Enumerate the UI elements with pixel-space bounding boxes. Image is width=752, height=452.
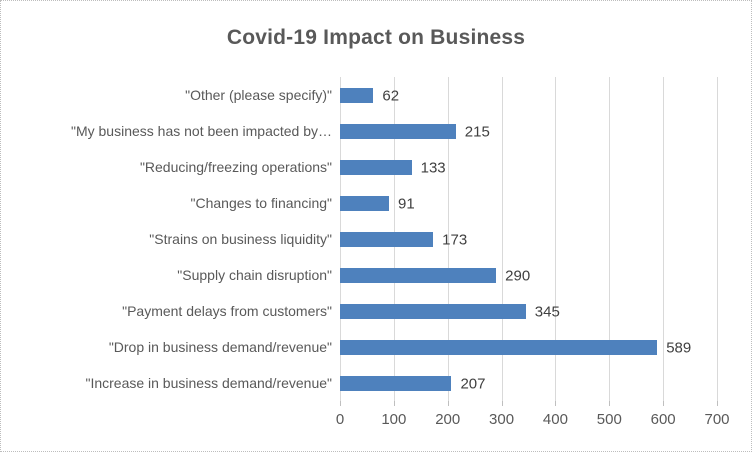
gridline bbox=[663, 77, 665, 401]
bar bbox=[340, 123, 456, 139]
category-label: "Changes to financing" bbox=[190, 195, 332, 211]
gridline bbox=[609, 77, 611, 401]
x-axis-tick-label: 300 bbox=[489, 411, 515, 428]
category-label: "Payment delays from customers" bbox=[122, 303, 332, 319]
x-axis-tick-label: 100 bbox=[381, 411, 407, 428]
bar bbox=[340, 195, 389, 211]
bar-value-label: 290 bbox=[505, 267, 531, 285]
x-axis-tick-label: 700 bbox=[704, 411, 730, 428]
x-tick-mark bbox=[340, 401, 341, 406]
x-tick-mark bbox=[609, 401, 611, 406]
x-tick-mark bbox=[393, 401, 395, 406]
x-tick-mark bbox=[501, 401, 503, 406]
bar bbox=[340, 375, 452, 391]
x-axis-tick-label: 0 bbox=[335, 411, 345, 428]
bar bbox=[340, 303, 526, 319]
gridline bbox=[447, 77, 449, 401]
gridline bbox=[717, 77, 718, 401]
category-axis: "Other (please specify)" "My business has… bbox=[1, 77, 332, 401]
bar-value-label: 345 bbox=[534, 303, 560, 321]
category-label: "My business has not been impacted by… bbox=[71, 123, 332, 139]
bar bbox=[340, 339, 658, 355]
x-axis-tick-label: 600 bbox=[650, 411, 676, 428]
x-axis-tick-label: 500 bbox=[596, 411, 622, 428]
bar bbox=[340, 159, 412, 175]
category-label: "Strains on business liquidity" bbox=[149, 231, 332, 247]
bar bbox=[340, 87, 374, 103]
plot-area: 62 215 133 91 173 290 345 589 207 bbox=[340, 77, 718, 401]
x-tick-mark bbox=[447, 401, 449, 406]
chart-title: Covid-19 Impact on Business bbox=[226, 26, 526, 49]
bar-value-label: 91 bbox=[398, 195, 415, 213]
gridline bbox=[501, 77, 503, 401]
bar-value-label: 62 bbox=[382, 87, 400, 105]
category-label: "Other (please specify)" bbox=[185, 87, 332, 103]
bar bbox=[340, 267, 497, 283]
x-axis-tick-label: 400 bbox=[542, 411, 568, 428]
bar-value-label: 215 bbox=[464, 123, 490, 141]
bar bbox=[340, 231, 434, 247]
x-tick-mark bbox=[717, 401, 718, 406]
x-tick-mark bbox=[663, 401, 665, 406]
bar-value-label: 133 bbox=[420, 159, 446, 177]
category-label: "Increase in business demand/revenue" bbox=[85, 375, 332, 391]
bar-value-label: 173 bbox=[442, 231, 468, 249]
category-label: "Reducing/freezing operations" bbox=[139, 159, 332, 175]
x-axis-tick-label: 200 bbox=[435, 411, 461, 428]
bar-value-label: 207 bbox=[460, 375, 486, 393]
category-label: "Drop in business demand/revenue" bbox=[108, 339, 332, 355]
category-label: "Supply chain disruption" bbox=[177, 267, 332, 283]
gridline bbox=[555, 77, 557, 401]
x-tick-mark bbox=[555, 401, 557, 406]
x-axis: 0 100 200 300 400 500 600 700 bbox=[336, 401, 730, 441]
bar-value-label: 589 bbox=[666, 339, 692, 357]
